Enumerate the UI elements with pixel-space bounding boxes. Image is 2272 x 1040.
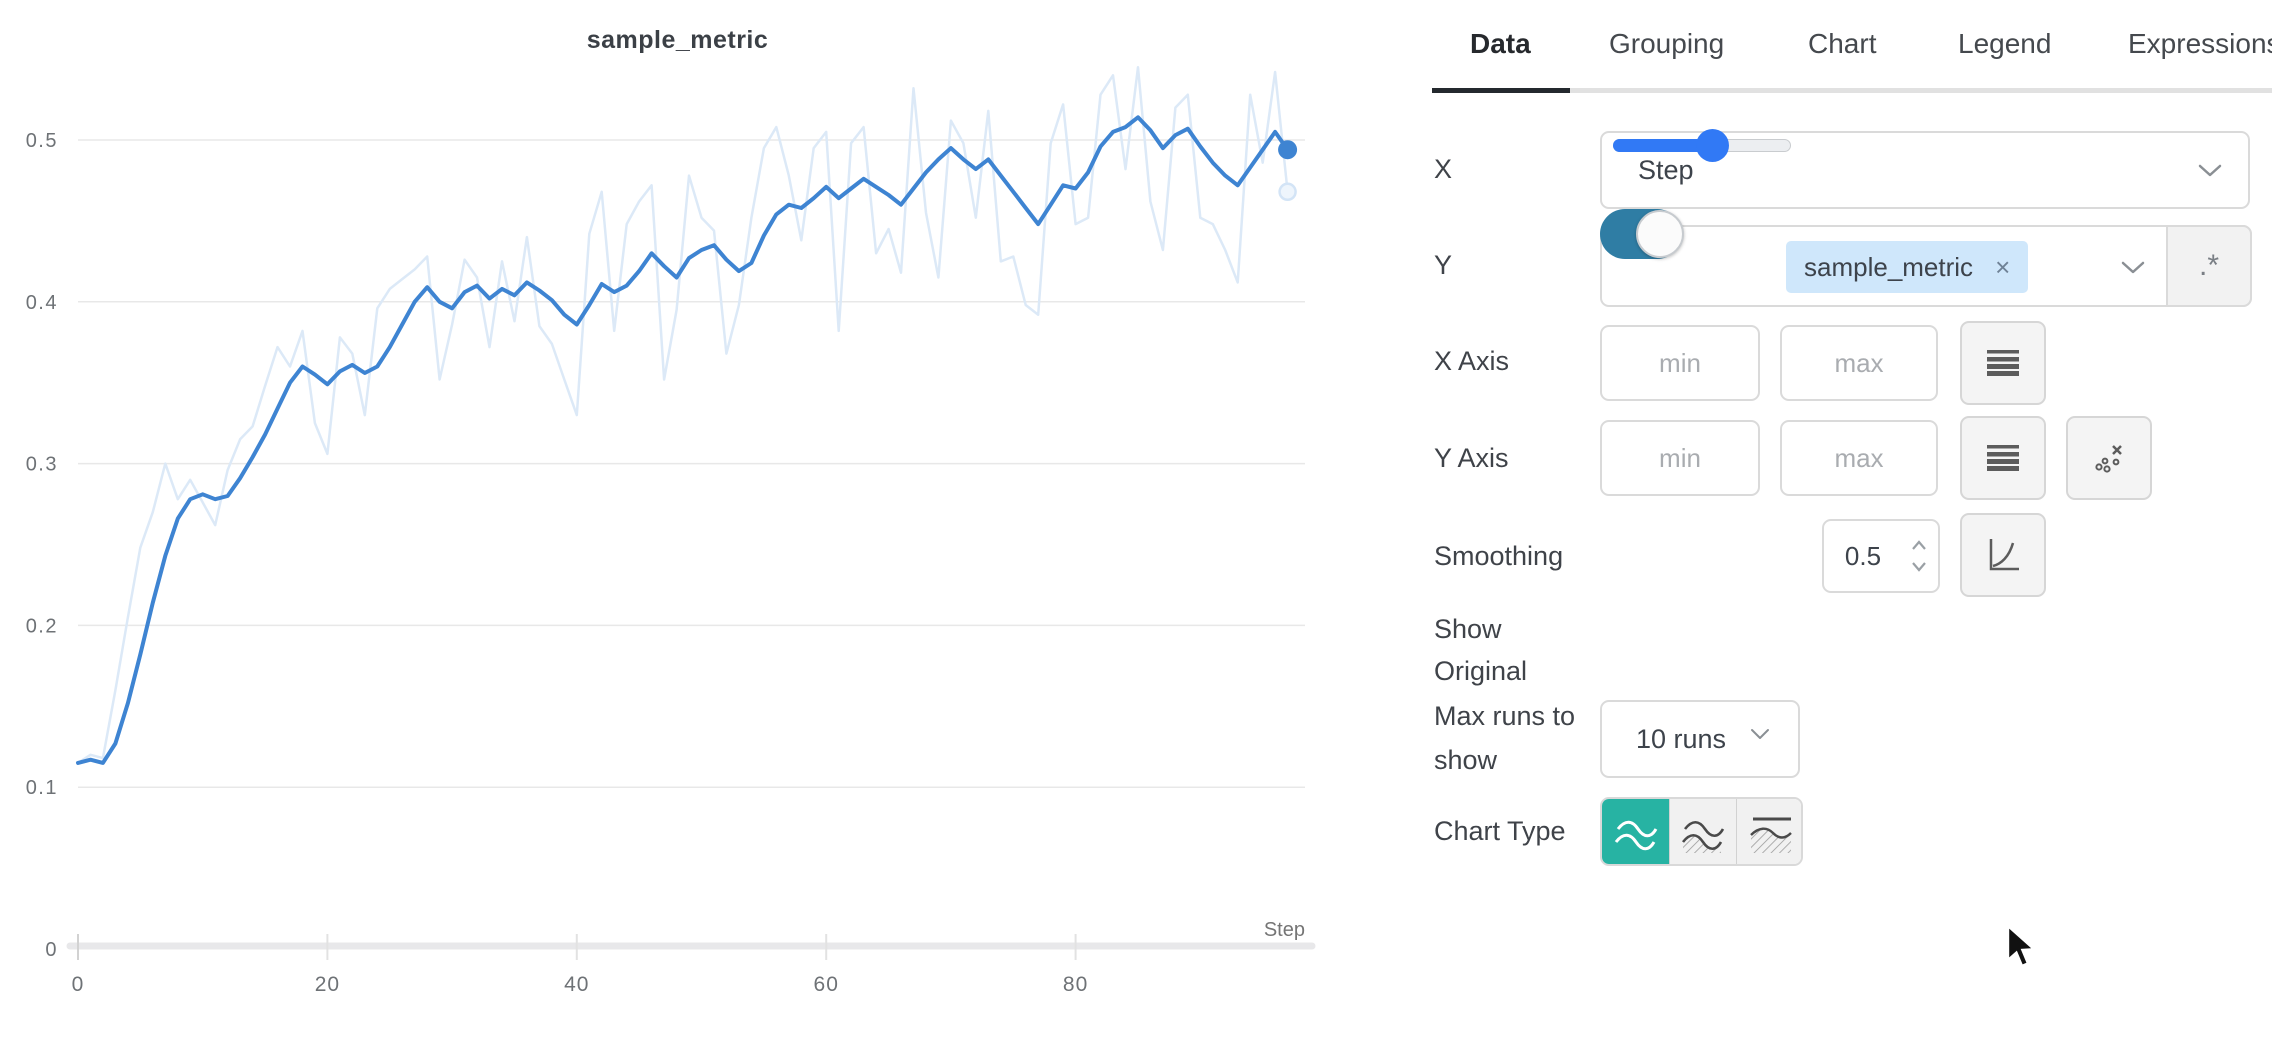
regex-label: .*: [2198, 249, 2219, 282]
svg-text:0.2: 0.2: [26, 615, 58, 637]
max-runs-label-line1: Max runs to: [1434, 701, 1576, 731]
tab-chart[interactable]: Chart: [1808, 28, 1877, 59]
x-axis-select-value: Step: [1638, 155, 1694, 185]
chevron-down-icon: [2121, 261, 2145, 274]
y-axis-min-input[interactable]: [1602, 422, 1758, 494]
tab-data[interactable]: Data: [1470, 28, 1531, 59]
line-plot-icon: [1614, 820, 1657, 850]
show-original-toggle[interactable]: [1600, 209, 1684, 259]
chart-type-area-button[interactable]: [1669, 799, 1736, 864]
smoothing-type-button[interactable]: [1960, 513, 2046, 597]
smoothing-value: 0.5: [1844, 541, 1882, 571]
smoothing-curve-icon: [1989, 539, 2019, 571]
y-metric-select[interactable]: sample_metric × .*: [1600, 225, 2252, 307]
stepper-arrows-icon[interactable]: [1910, 537, 1928, 577]
chart-type-band-button[interactable]: [1736, 799, 1801, 864]
svg-text:0: 0: [72, 973, 85, 996]
tab-grouping[interactable]: Grouping: [1609, 28, 1725, 59]
outliers-icon: [2095, 445, 2122, 473]
toggle-knob: [1636, 210, 1684, 258]
chart-title: sample_metric: [586, 26, 769, 54]
tab-underline: [1432, 88, 2272, 93]
smoothing-label: Smoothing: [1434, 541, 1564, 571]
show-original-label-line1: Show: [1434, 614, 1502, 644]
svg-text:0: 0: [45, 939, 58, 961]
y-metric-tag[interactable]: sample_metric ×: [1786, 241, 2029, 293]
y-axis-max-input[interactable]: [1782, 422, 1936, 494]
x-axis-max-input[interactable]: [1782, 327, 1936, 399]
show-original-label-line2: Original: [1434, 656, 1528, 686]
svg-text:Step: Step: [1264, 919, 1305, 941]
regex-toggle-button[interactable]: .*: [2166, 225, 2252, 307]
y-axis-row-label: Y Axis: [1434, 443, 1509, 473]
chevron-down-icon: [1751, 729, 1769, 739]
svg-text:60: 60: [814, 973, 839, 996]
tab-expressions[interactable]: Expressions: [2128, 28, 2272, 59]
tab-legend[interactable]: Legend: [1958, 28, 2052, 59]
chart-panel: sample_metric 0 20 40 60 80 0 0.1 0.2 0.3 0.4 0.5 S…: [0, 0, 1330, 1040]
chart-type-label: Chart Type: [1434, 816, 1566, 846]
minmax-band-icon: [1750, 817, 1792, 853]
x-axis-min-input[interactable]: [1602, 327, 1758, 399]
svg-text:0.4: 0.4: [26, 292, 58, 314]
log-scale-icon: [1987, 350, 2019, 376]
chart-type-line-button[interactable]: [1602, 799, 1669, 864]
smoothing-slider-fill: [1613, 139, 1712, 152]
y-metric-tag-label: sample_metric: [1804, 251, 1974, 282]
ignore-outliers-button[interactable]: [2066, 416, 2152, 500]
max-runs-dropdown[interactable]: 10 runs: [1600, 700, 1800, 778]
x-axis-log-scale-button[interactable]: [1960, 321, 2046, 405]
y-row-label: Y: [1434, 250, 1453, 280]
smoothing-value-stepper[interactable]: 0.5: [1822, 519, 1940, 593]
x-axis-row-label: X Axis: [1434, 346, 1510, 376]
max-runs-label-line2: show: [1434, 745, 1498, 775]
svg-text:0.5: 0.5: [26, 130, 58, 152]
svg-text:0.1: 0.1: [26, 777, 58, 799]
line-chart[interactable]: 0 20 40 60 80 0 0.1 0.2 0.3 0.4 0.5 Step: [0, 0, 1330, 1040]
y-axis-log-scale-button[interactable]: [1960, 416, 2046, 500]
tab-active-indicator: [1432, 88, 1570, 93]
svg-text:80: 80: [1063, 973, 1088, 996]
x-row-label: X: [1434, 154, 1453, 184]
log-scale-icon: [1987, 445, 2019, 471]
remove-metric-icon[interactable]: ×: [1995, 252, 2011, 282]
smoothing-slider-handle[interactable]: [1696, 129, 1729, 162]
svg-text:20: 20: [315, 973, 340, 996]
chevron-down-icon: [2198, 164, 2222, 177]
area-plot-icon: [1681, 820, 1725, 853]
svg-text:0.3: 0.3: [26, 454, 58, 476]
max-runs-value: 10 runs: [1636, 724, 1727, 754]
chart-edit-panel: Data Grouping Chart Legend Expressions X…: [1430, 0, 2272, 1040]
chart-type-group: [1600, 797, 1803, 866]
svg-text:40: 40: [564, 973, 589, 996]
